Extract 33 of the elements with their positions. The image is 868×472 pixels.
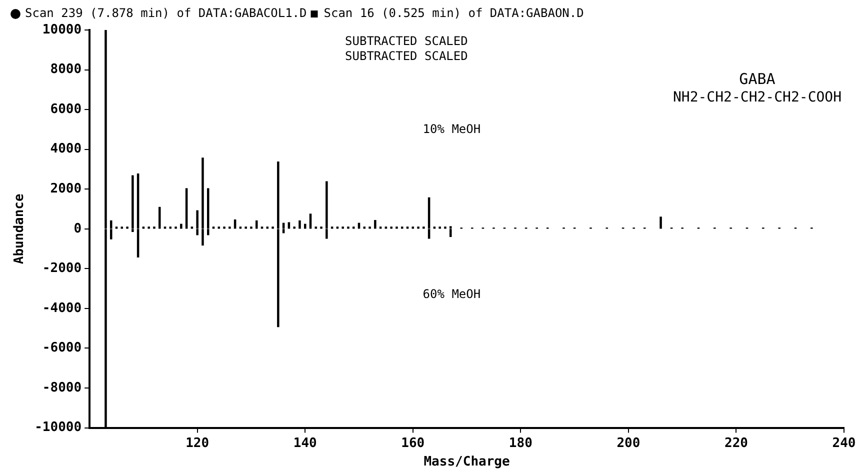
- x-tick-label: 180: [508, 436, 533, 451]
- annotation: SUBTRACTED SCALED: [345, 49, 468, 64]
- annotation: SUBTRACTED SCALED: [345, 34, 468, 48]
- y-tick-label: 6000: [50, 102, 82, 117]
- x-tick-label: 140: [293, 436, 318, 451]
- x-tick-label: 120: [186, 436, 210, 451]
- bar: [298, 220, 301, 229]
- bar: [180, 224, 182, 229]
- y-tick-label: 0: [74, 221, 82, 236]
- x-tick-label: 220: [724, 436, 748, 451]
- x-axis-title: Mass/Charge: [424, 454, 510, 470]
- y-tick-label: -8000: [42, 380, 82, 396]
- bar: [374, 220, 376, 229]
- annotation: GABA: [739, 70, 776, 88]
- bar: [132, 175, 134, 229]
- y-tick-label: -2000: [42, 261, 82, 276]
- x-tick-label: 240: [832, 436, 856, 451]
- y-tick-label: 4000: [50, 142, 82, 157]
- y-tick-label: 8000: [50, 62, 82, 78]
- legend-label: Scan 16 (0.525 min) of DATA:GABAON.D: [324, 6, 584, 20]
- annotation: 10% MeOH: [422, 122, 481, 136]
- legend-label: Scan 239 (7.878 min) of DATA:GABACOL1.D: [25, 6, 307, 20]
- y-tick-label: -6000: [42, 340, 82, 356]
- y-axis-title: Abundance: [12, 194, 28, 264]
- x-tick-label: 200: [616, 436, 640, 451]
- bar: [660, 216, 662, 229]
- y-tick-label: -4000: [42, 300, 82, 316]
- y-tick-label: -10000: [34, 420, 82, 436]
- x-tick-label: 160: [401, 436, 425, 451]
- y-tick-label: 2000: [50, 181, 82, 196]
- y-tick-label: 10000: [42, 22, 82, 38]
- annotation: NH2-CH2-CH2-CH2-COOH: [672, 90, 842, 106]
- annotation: 60% MeOH: [422, 287, 481, 302]
